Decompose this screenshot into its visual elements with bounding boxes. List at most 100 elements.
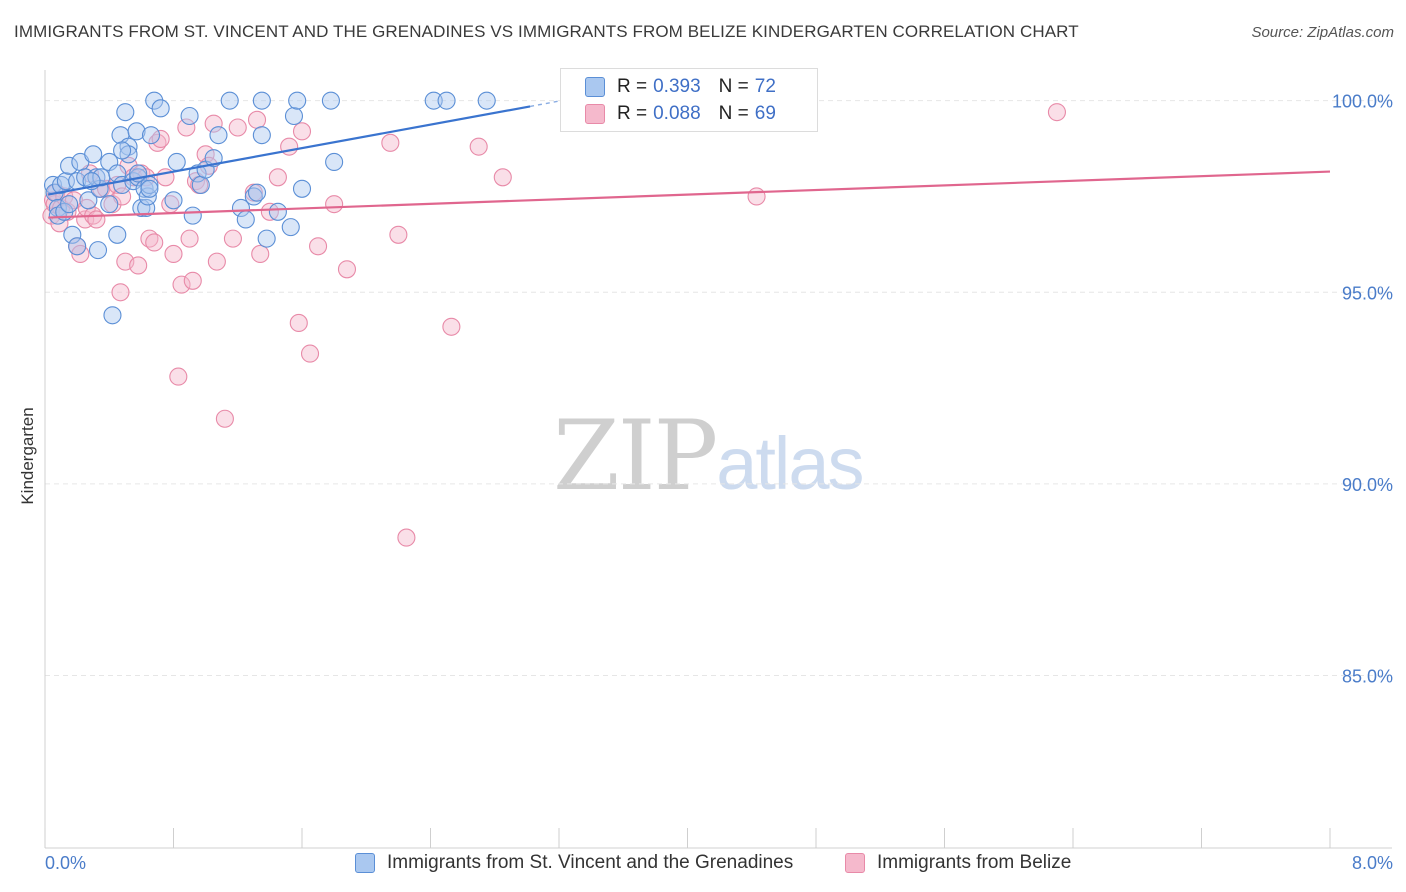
data-point-svg [127,122,146,141]
data-point-svg [236,210,255,229]
trend-line-svg [48,105,531,196]
data-point-svg [60,156,79,175]
legend-item-belize[interactable]: Immigrants from Belize [845,852,1071,874]
data-point-svg [140,179,159,198]
legend-row-svg: R = 0.393 N = 72 [585,74,776,100]
legend-n-label: N = [718,103,749,124]
data-point-belize [145,233,164,252]
source-credit: Source: ZipAtlas.com [1251,24,1394,41]
data-point-belize [289,313,308,332]
watermark-zip: ZIP [553,400,718,512]
tick-labels: 100.0% 95.0% 90.0% 85.0% 0.0% 8.0% [45,92,1393,873]
data-point-belize [381,133,400,152]
data-point-svg [63,225,82,244]
data-point-belize [183,271,202,290]
data-point-svg [84,145,103,164]
legend-row-belize: R = 0.088 N = 69 [585,101,776,127]
data-point-svg [79,191,98,210]
data-point-svg [60,195,79,214]
data-point-svg [141,126,161,145]
data-point-belize [151,129,170,149]
data-point-svg [151,99,170,118]
data-point-svg [437,91,456,110]
y-tick-label: 95.0% [1342,283,1393,303]
data-point-belize [228,118,247,137]
data-point-svg [477,91,496,110]
data-point-svg [220,91,239,110]
legend-n-value: 69 [754,103,776,124]
data-point-svg [268,202,287,221]
data-point-belize [1047,103,1066,122]
data-point-svg [132,198,151,218]
data-point-belize [215,409,234,428]
legend-swatch-belize [845,853,865,873]
data-point-svg [292,179,312,198]
x-tick-label: 8.0% [1352,853,1393,873]
correlation-legend: R = 0.393 N = 72 R = 0.088 N = 69 [560,68,818,132]
data-point-svg [288,91,307,110]
data-point-belize [747,187,766,206]
data-point-belize [300,344,320,363]
data-point-belize [493,168,512,187]
data-point-svg [108,225,127,244]
data-point-svg [138,187,157,206]
data-point-svg [191,175,210,195]
data-point-svg [252,126,271,145]
data-point-belize [251,244,270,264]
data-point-svg [325,152,344,172]
legend-item-label: Immigrants from St. Vincent and the Gren… [387,852,794,873]
data-point-belize [442,317,461,336]
legend-r-value: 0.393 [653,76,701,97]
data-point-belize [268,168,287,187]
data-point-belize [177,118,196,137]
y-tick-label: 85.0% [1342,667,1393,687]
x-tick-label: 0.0% [45,853,86,873]
data-point-svg [231,198,251,218]
data-point-belize [180,229,199,248]
data-point-svg [116,103,135,122]
data-point-belize [469,137,488,156]
data-point-svg [167,152,186,172]
data-point-svg [68,237,87,256]
data-point-svg [103,306,122,325]
y-tick-label: 90.0% [1342,475,1393,495]
data-point-svg [247,183,267,202]
legend-n-value: 72 [754,76,776,97]
watermark: ZIPatlas [553,400,865,512]
y-tick-label: 100.0% [1332,92,1393,112]
data-point-svg [137,198,156,218]
data-point-belize [169,367,188,386]
data-point-belize [309,237,328,256]
legend-swatch-belize [585,104,605,124]
data-point-svg [252,91,271,110]
chart-title: IMMIGRANTS FROM ST. VINCENT AND THE GREN… [14,22,1079,41]
data-point-svg [284,106,304,126]
trend-line-belize [48,170,1331,219]
legend-swatch-svg [585,77,605,97]
data-point-belize [223,229,242,248]
data-point-belize [389,225,408,244]
legend-r-value: 0.088 [653,103,701,124]
data-point-belize [325,195,344,214]
data-point-belize [292,122,312,141]
data-point-svg [321,91,340,110]
data-point-svg [145,91,164,110]
series-legend: Immigrants from St. Vincent and the Gren… [0,852,1406,878]
legend-r-label: R = [617,103,648,124]
legend-item-svg[interactable]: Immigrants from St. Vincent and the Gren… [355,852,793,874]
data-point-svg [281,218,300,237]
data-point-svg [100,195,119,214]
legend-item-label: Immigrants from Belize [877,852,1072,873]
data-point-svg [113,141,132,160]
legend-r-label: R = [617,76,648,97]
data-point-belize [397,528,416,547]
data-point-belize [111,283,130,302]
data-point-belize [164,244,183,264]
data-point-belize [207,252,226,271]
data-point-belize [87,210,106,229]
data-point-svg [424,91,443,110]
data-point-svg [88,241,108,260]
watermark-atlas: atlas [716,422,864,505]
data-point-svg [164,191,183,210]
